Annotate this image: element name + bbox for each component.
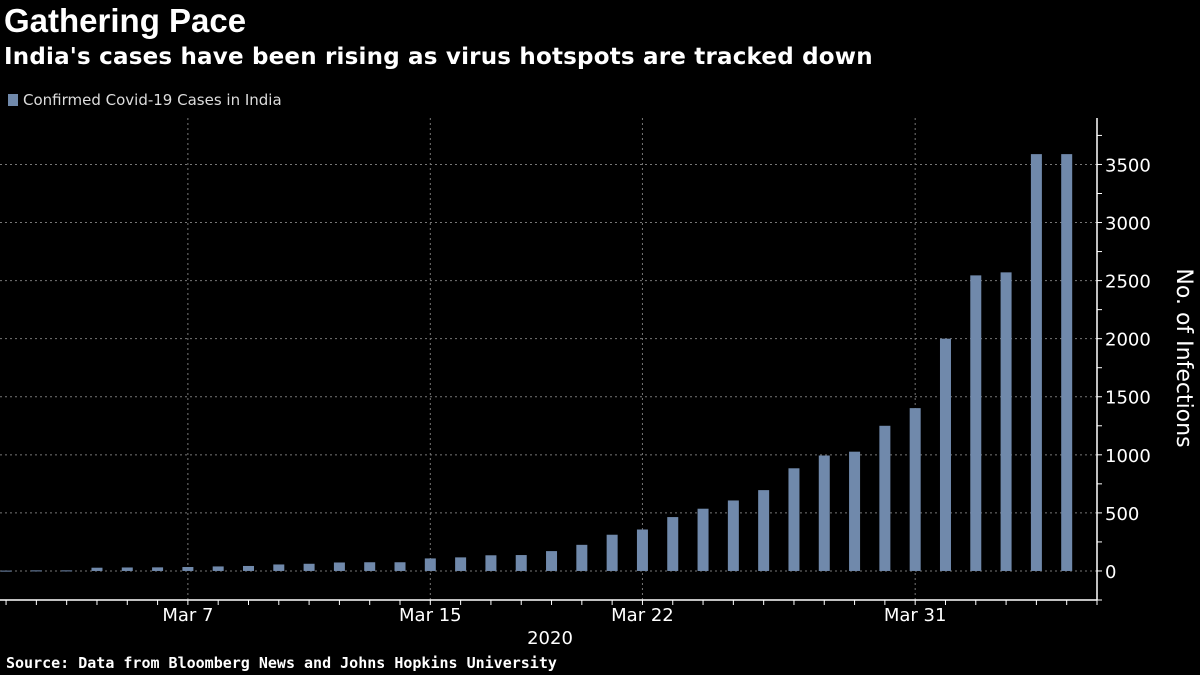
bar	[152, 567, 164, 571]
bar	[0, 570, 12, 572]
y-tick-label: 500	[1105, 504, 1139, 525]
bar	[909, 408, 921, 571]
bar	[1030, 154, 1042, 571]
bar	[970, 275, 982, 571]
bar	[1061, 154, 1073, 571]
bar	[30, 570, 42, 572]
bar	[818, 455, 830, 571]
bar	[546, 551, 558, 571]
bar	[61, 570, 73, 572]
bar	[758, 490, 770, 571]
bar	[697, 508, 709, 571]
y-tick-label: 2500	[1105, 272, 1151, 293]
y-tick-label: 1500	[1105, 388, 1151, 409]
y-tick-label: 3500	[1105, 155, 1151, 176]
source-note: Source: Data from Bloomberg News and Joh…	[6, 654, 557, 672]
y-tick-label: 3000	[1105, 214, 1151, 235]
bar	[182, 567, 194, 571]
x-tick-label: Mar 22	[611, 605, 674, 626]
legend: Confirmed Covid-19 Cases in India	[8, 91, 282, 109]
y-tick-label: 2000	[1105, 330, 1151, 351]
bar	[636, 529, 648, 571]
x-tick-label: Mar 15	[399, 605, 462, 626]
bar	[303, 563, 315, 571]
bar	[333, 562, 345, 571]
chart-title: Gathering Pace	[4, 2, 247, 39]
bar	[515, 555, 527, 571]
y-tick-label: 1000	[1105, 446, 1151, 467]
bar	[576, 544, 588, 571]
bar	[667, 517, 679, 571]
bar	[1000, 272, 1012, 571]
bar	[91, 567, 103, 571]
bar	[424, 558, 436, 571]
bar	[485, 555, 497, 571]
x-axis-label: 2020	[527, 628, 573, 649]
bar	[788, 468, 800, 571]
bar	[455, 557, 467, 571]
bar	[212, 566, 224, 571]
x-tick-label: Mar 7	[162, 605, 213, 626]
legend-label: Confirmed Covid-19 Cases in India	[23, 91, 282, 109]
bar	[879, 425, 891, 571]
bar	[606, 534, 618, 571]
bar	[394, 562, 406, 571]
chart-subtitle: India's cases have been rising as virus …	[4, 44, 873, 70]
x-tick-label: Mar 31	[884, 605, 947, 626]
bar	[849, 451, 861, 571]
legend-swatch	[8, 94, 18, 106]
bar	[939, 338, 951, 571]
bar	[121, 567, 133, 571]
bar	[273, 564, 285, 571]
y-axis-label: No. of Infections	[1171, 268, 1196, 447]
bar	[727, 500, 739, 571]
y-tick-label: 0	[1105, 562, 1116, 583]
bar	[242, 565, 254, 571]
bar	[364, 562, 376, 571]
